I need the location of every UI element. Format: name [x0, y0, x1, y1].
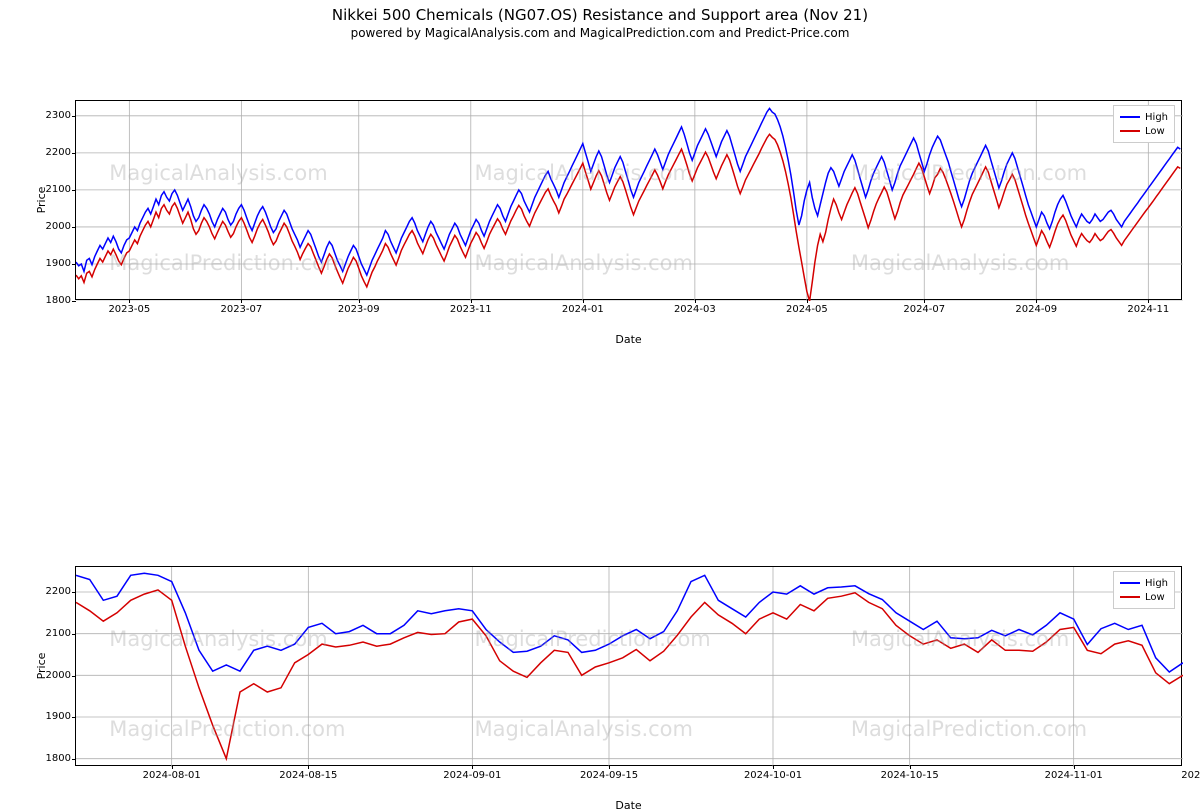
y-tick-label: 1900	[21, 712, 76, 722]
legend-item: High	[1120, 110, 1168, 124]
legend-item: Low	[1120, 124, 1168, 138]
legend-item: High	[1120, 576, 1168, 590]
y-tick-label: 2000	[21, 671, 76, 681]
x-tick-label: 2024-11-15	[1170, 765, 1200, 781]
legend-label: High	[1145, 112, 1168, 123]
y-axis-label: Price	[35, 187, 48, 214]
chart-title: Nikkei 500 Chemicals (NG07.OS) Resistanc…	[0, 0, 1200, 24]
y-axis-label: Price	[35, 653, 48, 680]
y-tick-label: 1900	[21, 259, 76, 269]
legend-item: Low	[1120, 590, 1168, 604]
x-axis-label: Date	[615, 333, 641, 346]
y-tick-label: 1800	[21, 296, 76, 306]
legend: High Low	[1113, 105, 1175, 143]
top-chart-panel: MagicalAnalysis.comMagicalAnalysis.comMa…	[75, 100, 1182, 300]
legend-label: Low	[1145, 126, 1165, 137]
chart-subtitle: powered by MagicalAnalysis.com and Magic…	[0, 24, 1200, 40]
bottom-chart-panel: MagicalAnalysis.comMagicalPrediction.com…	[75, 566, 1182, 766]
y-tick-label: 2200	[21, 148, 76, 158]
legend-swatch	[1120, 582, 1140, 584]
legend: High Low	[1113, 571, 1175, 609]
series-low	[76, 590, 1183, 759]
legend-label: Low	[1145, 592, 1165, 603]
y-tick-label: 2200	[21, 587, 76, 597]
y-tick-label: 2100	[21, 185, 76, 195]
y-tick-label: 2300	[21, 111, 76, 121]
legend-swatch	[1120, 596, 1140, 598]
y-tick-label: 2100	[21, 629, 76, 639]
series-high	[76, 574, 1183, 673]
y-tick-label: 1800	[21, 754, 76, 764]
legend-label: High	[1145, 578, 1168, 589]
x-axis-label: Date	[615, 799, 641, 812]
legend-swatch	[1120, 116, 1140, 118]
y-tick-label: 2000	[21, 222, 76, 232]
legend-swatch	[1120, 130, 1140, 132]
